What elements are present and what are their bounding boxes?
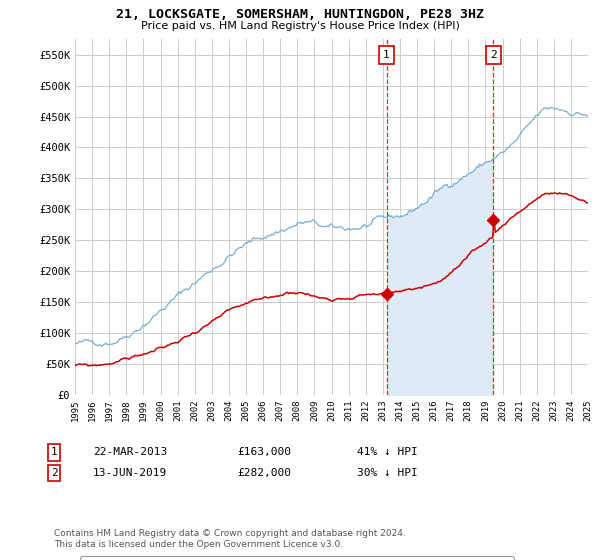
Text: 41% ↓ HPI: 41% ↓ HPI	[357, 447, 418, 458]
Text: 1: 1	[50, 447, 58, 458]
Text: £163,000: £163,000	[237, 447, 291, 458]
Text: 13-JUN-2019: 13-JUN-2019	[93, 468, 167, 478]
Text: Price paid vs. HM Land Registry's House Price Index (HPI): Price paid vs. HM Land Registry's House …	[140, 21, 460, 31]
Text: 21, LOCKSGATE, SOMERSHAM, HUNTINGDON, PE28 3HZ: 21, LOCKSGATE, SOMERSHAM, HUNTINGDON, PE…	[116, 8, 484, 21]
Text: 2: 2	[50, 468, 58, 478]
Text: Contains HM Land Registry data © Crown copyright and database right 2024.
This d: Contains HM Land Registry data © Crown c…	[54, 529, 406, 549]
Text: 22-MAR-2013: 22-MAR-2013	[93, 447, 167, 458]
Text: 1: 1	[383, 50, 390, 60]
Text: 2: 2	[490, 50, 497, 60]
Text: £282,000: £282,000	[237, 468, 291, 478]
Text: 30% ↓ HPI: 30% ↓ HPI	[357, 468, 418, 478]
Legend: 21, LOCKSGATE, SOMERSHAM, HUNTINGDON, PE28 3HZ (detached house), HPI: Average pr: 21, LOCKSGATE, SOMERSHAM, HUNTINGDON, PE…	[80, 557, 514, 560]
